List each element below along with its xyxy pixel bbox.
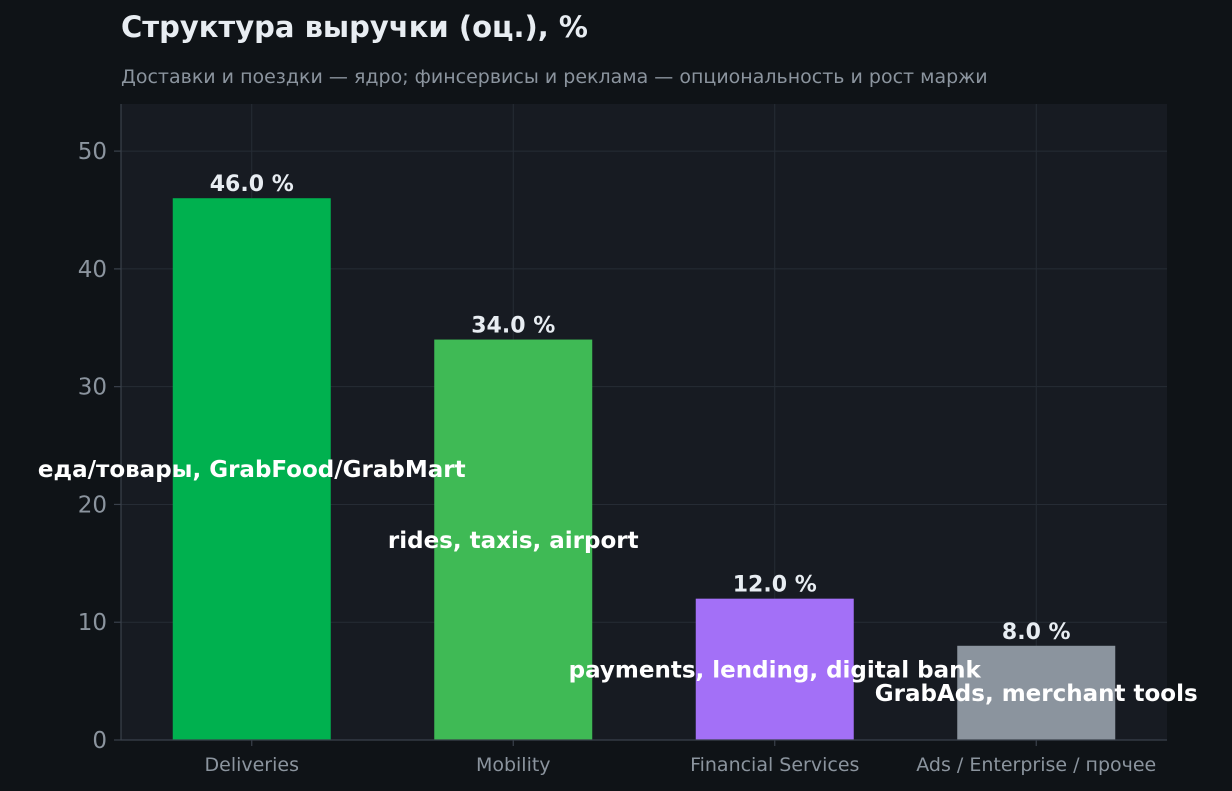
- bar-2: [434, 339, 593, 740]
- bar-value-label: 12.0 %: [733, 573, 817, 598]
- bar-value-label: 8.0 %: [1002, 620, 1071, 645]
- bar-value-label: 46.0 %: [210, 172, 294, 197]
- y-tick-label: 40: [78, 257, 107, 283]
- bar-inner-label: rides, taxis, airport: [388, 528, 639, 554]
- bar-inner-label: payments, lending, digital bank: [569, 657, 982, 683]
- chart-subtitle: Доставки и поездки — ядро; финсервисы и …: [121, 66, 988, 88]
- chart-title: Структура выручки (оц.), %: [121, 10, 588, 44]
- y-tick-label: 0: [92, 728, 107, 754]
- x-tick-label: Financial Services: [690, 754, 859, 776]
- y-tick-label: 50: [78, 139, 107, 165]
- x-tick-label: Mobility: [476, 754, 551, 776]
- bar-value-label: 34.0 %: [471, 314, 555, 339]
- x-tick-label: Ads / Enterprise / прочее: [916, 754, 1156, 776]
- bar-4: [957, 645, 1116, 740]
- bar-1: [172, 198, 331, 740]
- y-tick-label: 30: [78, 375, 107, 401]
- bar-inner-label: GrabAds, merchant tools: [875, 681, 1198, 707]
- y-tick-label: 20: [78, 492, 107, 518]
- y-tick-label: 10: [78, 610, 107, 636]
- bar-3: [695, 598, 854, 740]
- x-tick-label: Deliveries: [205, 754, 300, 776]
- bar-inner-label: еда/товары, GrabFood/GrabMart: [38, 457, 466, 483]
